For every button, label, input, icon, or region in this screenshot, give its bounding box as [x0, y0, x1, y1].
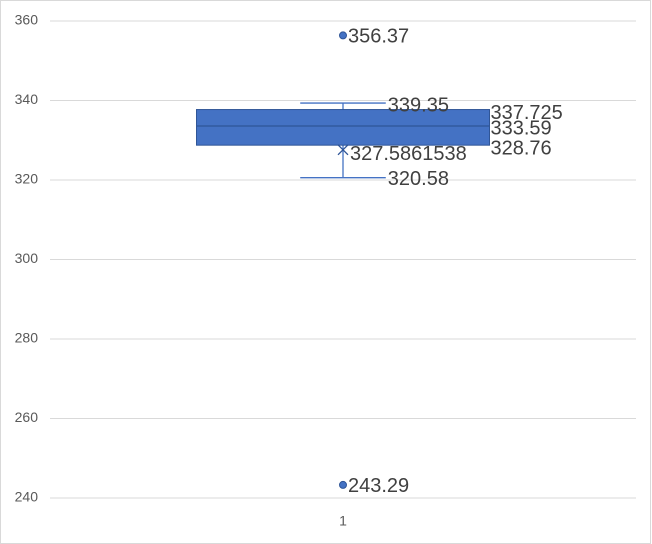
y-tick-label: 260: [15, 409, 39, 425]
data-label: 339.35: [388, 94, 449, 116]
mean-marker: [337, 144, 349, 156]
data-label: 337.725: [491, 102, 563, 124]
y-tick-label: 280: [15, 330, 39, 346]
y-tick-label: 240: [15, 489, 39, 505]
y-tick-label: 320: [15, 171, 39, 187]
y-tick-label: 300: [15, 250, 39, 266]
outlier: [339, 31, 347, 40]
data-label: 327.5861538: [350, 143, 467, 165]
data-label: 356.37: [348, 26, 409, 48]
y-tick-label: 360: [15, 12, 39, 28]
x-tick-label: 1: [339, 513, 347, 529]
data-label: 333.59: [491, 117, 552, 139]
outlier: [339, 480, 347, 489]
data-label: 328.76: [491, 137, 552, 159]
data-label: 243.29: [348, 475, 409, 497]
box: [196, 109, 490, 146]
y-tick-label: 340: [15, 91, 39, 107]
data-label: 320.58: [388, 168, 449, 190]
